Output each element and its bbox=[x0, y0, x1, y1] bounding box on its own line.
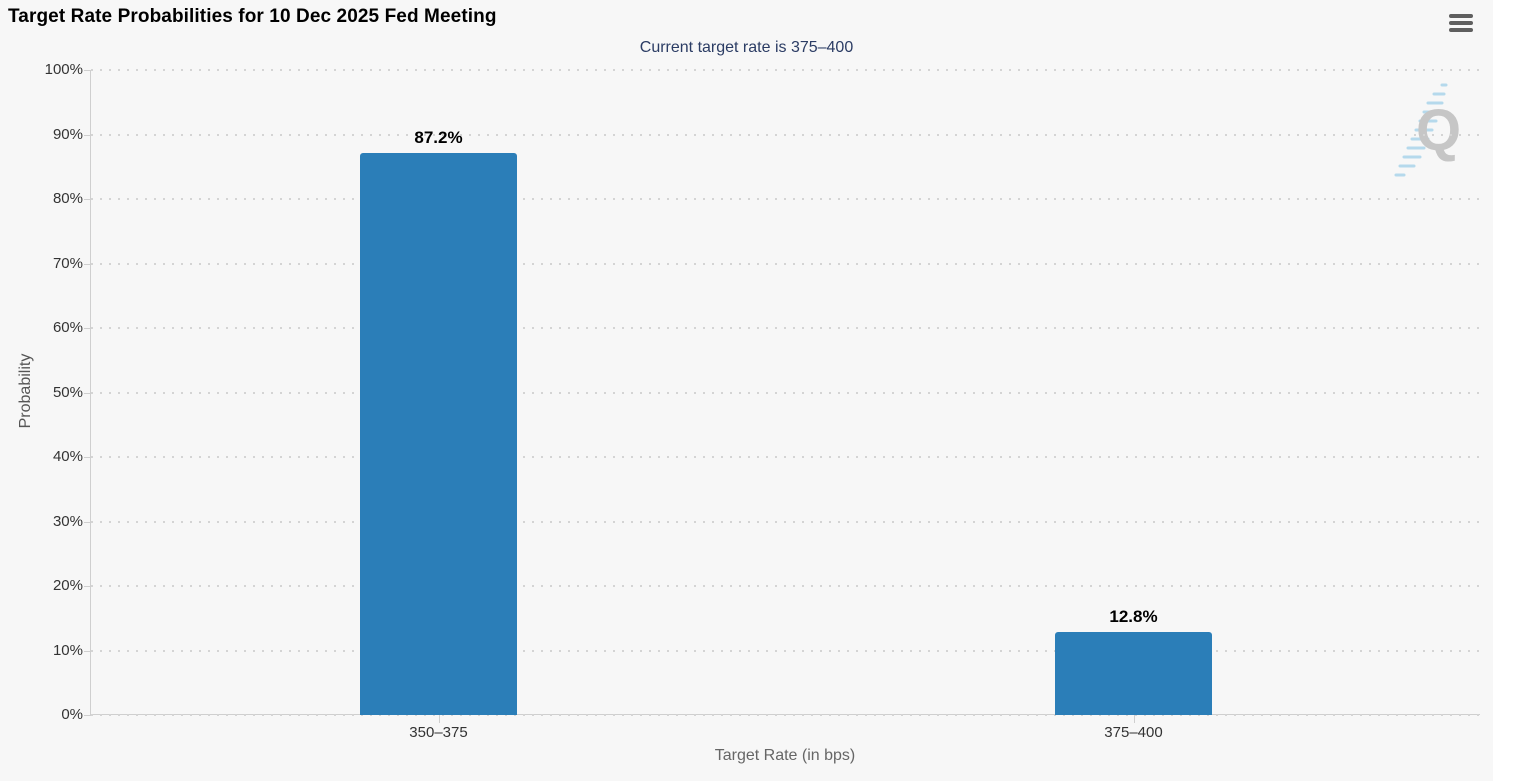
bar-375-400[interactable] bbox=[1055, 632, 1212, 715]
y-tick-label: 0% bbox=[61, 706, 83, 723]
gridline-40 bbox=[91, 456, 1481, 458]
gridline-30 bbox=[91, 520, 1481, 523]
y-tick-label: 80% bbox=[52, 190, 83, 207]
y-tick-label: 20% bbox=[52, 577, 83, 594]
gridline-60 bbox=[91, 327, 1481, 329]
y-tick-label: 70% bbox=[52, 254, 83, 272]
y-tick-label: 30% bbox=[52, 512, 83, 530]
y-axis-tick bbox=[84, 70, 91, 71]
y-axis-tick bbox=[84, 392, 91, 394]
chart-subtitle: Current target rate is 375–400 bbox=[639, 39, 854, 56]
y-axis-tick bbox=[84, 715, 91, 716]
y-tick-label: 50% bbox=[52, 383, 83, 401]
bar-value-label: 12.8% bbox=[1109, 607, 1158, 627]
hamburger-icon bbox=[1449, 14, 1473, 32]
gridline-100 bbox=[91, 69, 1481, 71]
gridline-50 bbox=[91, 391, 1481, 394]
x-category-label: 375–400 bbox=[1104, 724, 1163, 741]
y-tick-label: 60% bbox=[52, 319, 83, 336]
y-axis-tick bbox=[84, 457, 91, 458]
y-tick-label: 40% bbox=[52, 448, 83, 465]
y-axis-tick bbox=[84, 586, 91, 587]
gridline-0 bbox=[91, 714, 1481, 716]
gridline-90 bbox=[91, 133, 1481, 136]
y-axis-tick bbox=[84, 134, 91, 136]
x-category-label: 350–375 bbox=[409, 724, 468, 741]
y-axis-tick bbox=[84, 650, 91, 652]
y-axis-tick bbox=[84, 263, 91, 265]
bar-value-label: 87.2% bbox=[414, 127, 463, 147]
gridline-70 bbox=[91, 262, 1481, 265]
gridline-10 bbox=[91, 649, 1481, 652]
x-axis-tick bbox=[438, 715, 440, 723]
bar-350-375[interactable] bbox=[360, 152, 517, 715]
plot-area: 0% 10% 20% 30% 40% 50% 60% 70% 80% 90% 100% 87.2% 35… bbox=[45, 61, 1481, 741]
y-axis-tick bbox=[84, 521, 91, 523]
y-axis-tick bbox=[84, 199, 91, 200]
y-tick-label: 100% bbox=[44, 61, 83, 78]
y-axis-tick bbox=[84, 328, 91, 329]
gridline-80 bbox=[91, 198, 1481, 200]
x-axis-title: Target Rate (in bps) bbox=[714, 747, 856, 764]
y-tick-label: 90% bbox=[52, 125, 83, 143]
gridline-20 bbox=[91, 585, 1481, 587]
context-menu-button[interactable] bbox=[1443, 8, 1479, 38]
fedwatch-chart: Target Rate Probabilities for 10 Dec 202… bbox=[8, 6, 1481, 764]
chart-title: Target Rate Probabilities for 10 Dec 202… bbox=[8, 6, 497, 27]
y-tick-label: 10% bbox=[52, 641, 83, 659]
x-axis-tick bbox=[1133, 715, 1135, 723]
